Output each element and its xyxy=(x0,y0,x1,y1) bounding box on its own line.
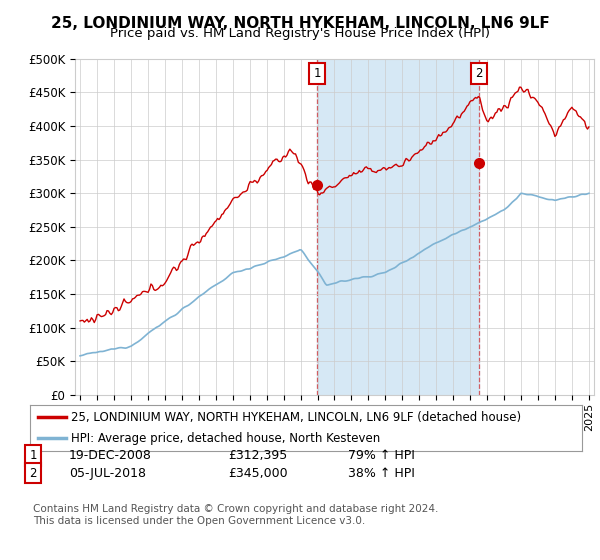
Text: 1: 1 xyxy=(29,449,37,462)
Text: 25, LONDINIUM WAY, NORTH HYKEHAM, LINCOLN, LN6 9LF (detached house): 25, LONDINIUM WAY, NORTH HYKEHAM, LINCOL… xyxy=(71,411,521,424)
Text: HPI: Average price, detached house, North Kesteven: HPI: Average price, detached house, Nort… xyxy=(71,432,380,445)
Text: 25, LONDINIUM WAY, NORTH HYKEHAM, LINCOLN, LN6 9LF: 25, LONDINIUM WAY, NORTH HYKEHAM, LINCOL… xyxy=(50,16,550,31)
Bar xyxy=(317,59,479,395)
Text: £345,000: £345,000 xyxy=(228,466,287,480)
Text: Contains HM Land Registry data © Crown copyright and database right 2024.
This d: Contains HM Land Registry data © Crown c… xyxy=(33,504,439,526)
Text: 1: 1 xyxy=(313,67,321,80)
Text: 38% ↑ HPI: 38% ↑ HPI xyxy=(348,466,415,480)
Text: 79% ↑ HPI: 79% ↑ HPI xyxy=(348,449,415,462)
Text: 05-JUL-2018: 05-JUL-2018 xyxy=(69,466,146,480)
Text: £312,395: £312,395 xyxy=(228,449,287,462)
Text: 2: 2 xyxy=(475,67,482,80)
Text: 19-DEC-2008: 19-DEC-2008 xyxy=(69,449,152,462)
Text: Price paid vs. HM Land Registry's House Price Index (HPI): Price paid vs. HM Land Registry's House … xyxy=(110,27,490,40)
Text: 2: 2 xyxy=(29,466,37,480)
